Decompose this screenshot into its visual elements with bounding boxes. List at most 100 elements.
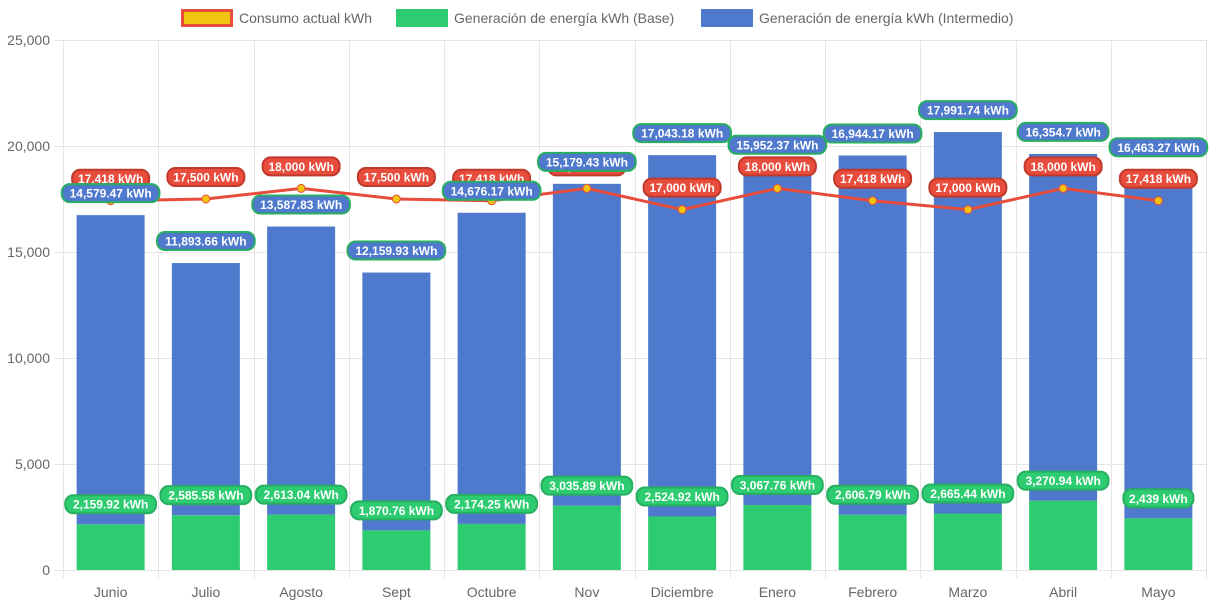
consumption-label-text: 17,418 kWh [1126,172,1191,186]
intermedio-label: 15,952.37 kWh [727,134,828,155]
base-label-text: 1,870.76 kWh [359,504,434,518]
bar-base[interactable] [838,514,907,570]
bar-base[interactable] [362,530,431,570]
bar-base[interactable] [933,513,1002,570]
base-label: 3,067.76 kWh [730,474,824,495]
intermedio-label-text: 11,893.66 kWh [165,235,246,249]
x-tick-label: Marzo [948,584,987,600]
intermedio-label-text: 13,587.83 kWh [260,198,342,212]
bar-base[interactable] [743,504,812,570]
base-label-bg [635,486,729,507]
consumption-point[interactable] [1058,183,1068,193]
bar-intermedio[interactable] [552,183,621,506]
consumption-label-bg [642,177,722,198]
consumption-point[interactable] [391,194,401,204]
consumption-label-text: 17,418 kWh [840,172,905,186]
bar-base[interactable] [171,515,240,570]
grid [55,40,1207,578]
intermedio-label-bg [727,134,828,155]
y-tick-label: 5,000 [15,456,50,472]
base-label-bg [826,484,920,505]
legend-item[interactable]: Generación de energía kWh (Base) [396,9,675,27]
consumption-point[interactable] [296,183,306,193]
base-label-bg [921,483,1015,504]
bar-base[interactable] [1124,518,1193,570]
consumption-point[interactable] [1153,196,1163,206]
base-label-bg [540,475,634,496]
consumption-label: 17,000 kWh [642,177,722,198]
bar-intermedio[interactable] [743,166,812,505]
bar-intermedio[interactable] [1124,169,1193,519]
intermedio-label-text: 14,579.47 kWh [70,187,152,201]
base-label-text: 2,524.92 kWh [644,490,719,504]
bar-intermedio[interactable] [267,226,336,515]
x-tick-label: Mayo [1141,584,1175,600]
base-label-bg [1122,488,1195,509]
base-label: 2,524.92 kWh [635,486,729,507]
base-label-text: 2,174.25 kWh [454,497,529,511]
base-label-bg [159,485,253,506]
x-tick-label: Enero [759,584,797,600]
consumption-label: 17,500 kWh [356,167,436,187]
intermedio-label-bg [632,123,732,144]
base-label: 2,439 kWh [1122,488,1195,509]
base-label: 2,585.58 kWh [159,485,253,506]
x-tick-label: Agosto [279,584,323,600]
base-label: 2,665.44 kWh [921,483,1015,504]
consumption-point[interactable] [868,196,878,206]
bar-base[interactable] [648,516,717,570]
consumption-label: 17,418 kWh [1118,168,1198,189]
consumption-point[interactable] [582,183,592,193]
data-labels: 17,418 kWh 17,500 kWh 18,000 kWh 17,500 kWh… [60,100,1209,521]
legend-swatch [396,9,448,27]
consumption-point[interactable] [963,205,973,215]
intermedio-label: 12,159.93 kWh [346,240,447,261]
y-tick-label: 25,000 [7,32,50,48]
bar-base[interactable] [267,514,336,570]
consumption-point[interactable] [201,194,211,204]
intermedio-label-bg [822,123,923,144]
consumption-label: 18,000 kWh [1023,156,1103,177]
bar-base[interactable] [552,505,621,570]
x-tick-label: Sept [382,584,411,600]
bar-base[interactable] [76,524,145,570]
consumption-label-text: 18,000 kWh [268,160,333,174]
intermedio-label: 14,579.47 kWh [60,183,161,204]
intermedio-label: 16,354.7 kWh [1016,121,1110,142]
bar-base[interactable] [1029,500,1098,570]
consumption-label-bg [1118,168,1198,189]
intermedio-label-text: 12,159.93 kWh [355,244,437,258]
y-tick-label: 0 [42,562,50,578]
intermedio-label-bg [156,231,256,252]
intermedio-label-text: 14,676.17 kWh [451,184,533,198]
intermedio-label-text: 15,952.37 kWh [736,138,818,152]
bar-intermedio[interactable] [76,215,145,525]
x-tick-label: Octubre [467,584,517,600]
bar-intermedio[interactable] [171,263,240,516]
intermedio-label: 14,676.17 kWh [441,180,542,201]
intermedio-label-bg [1108,137,1209,158]
base-label-text: 2,613.04 kWh [263,488,338,502]
legend: Consumo actual kWh Generación de energía … [181,9,1014,27]
consumption-point[interactable] [677,205,687,215]
bar-base[interactable] [457,523,526,570]
bar-intermedio[interactable] [457,212,526,524]
intermedio-label-bg [1016,121,1110,142]
bar-intermedio[interactable] [648,155,717,517]
bar-intermedio[interactable] [1029,153,1098,501]
bar-intermedio[interactable] [838,155,907,515]
base-label: 3,270.94 kWh [1016,470,1110,491]
base-label-text: 2,159.92 kWh [73,498,148,512]
consumption-label-bg [833,168,913,189]
base-label: 2,174.25 kWh [445,493,539,514]
bar-intermedio[interactable] [362,272,431,531]
x-tick-label: Febrero [848,584,897,600]
intermedio-label-bg [251,194,351,215]
consumption-label-text: 17,500 kWh [173,171,238,185]
consumption-label-text: 17,418 kWh [78,172,143,186]
legend-item[interactable]: Generación de energía kWh (Intermedio) [701,9,1014,27]
consumption-point[interactable] [772,183,782,193]
consumption-line [106,183,1163,215]
legend-label: Generación de energía kWh (Base) [454,10,674,26]
legend-item[interactable]: Consumo actual kWh [181,9,373,27]
